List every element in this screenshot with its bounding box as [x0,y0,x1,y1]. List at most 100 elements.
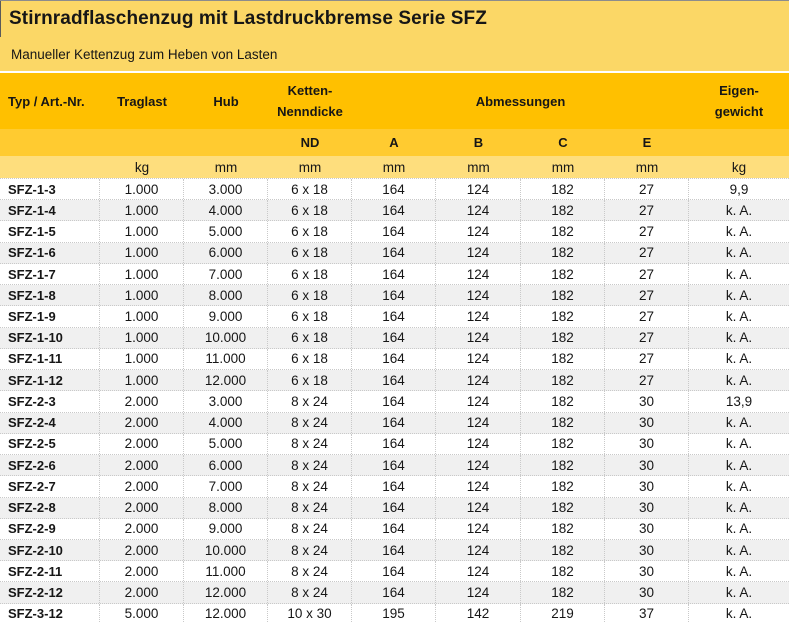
table-row: SFZ-2-4 2.000 4.000 8 x 24 164 124 182 30 k. A. [0,412,789,434]
unit-hub: mm [214,159,238,175]
row-value: 182 [521,306,605,327]
row-value: 164 [352,412,436,433]
row-value: 30 [605,582,689,603]
row-value: 10.000 [184,327,268,348]
subheader-spacer [689,129,789,156]
row-value: 164 [352,561,436,582]
row-value: 164 [352,476,436,497]
row-type-label: SFZ-2-11 [0,561,100,582]
row-value: k. A. [725,521,753,537]
row-value: 2.000 [100,582,184,603]
row-value: 182 [521,348,605,370]
row-type-label: SFZ-1-9 [0,306,100,327]
row-value: 7.000 [184,476,268,497]
row-value: 1.000 [100,179,184,200]
row-type-label: SFZ-2-9 [0,518,100,539]
page-subtitle: Manueller Kettenzug zum Heben von Lasten [11,46,278,62]
row-value: 4.000 [184,412,268,433]
table-body: SFZ-1-3 1.000 3.000 6 x 18 164 124 182 27 9,9 SFZ… [0,178,789,623]
row-value: 5.000 [100,603,184,623]
row-value: 124 [436,200,521,221]
row-value: 2.000 [100,518,184,539]
row-value: 27 [605,221,689,242]
row-value: 5.000 [184,433,268,455]
row-value: 124 [436,476,521,497]
row-value: 2.000 [100,561,184,582]
row-type-label: SFZ-2-7 [0,476,100,497]
row-type-label: SFZ-2-10 [0,539,100,561]
row-value: 164 [352,200,436,221]
unit-eigengewicht: kg [731,159,747,175]
row-type-label: SFZ-1-5 [0,221,100,242]
header-row-dimensions: ND A B C E [0,129,789,156]
row-value: 1.000 [100,263,184,285]
subheader-b: B [473,135,484,150]
row-value: 164 [352,179,436,200]
row-value: 142 [436,603,521,623]
row-value: 6 x 18 [268,263,352,285]
row-value: k. A. [725,542,753,558]
row-value: 8 x 24 [268,539,352,561]
table-row: SFZ-2-11 2.000 11.000 8 x 24 164 124 182 30 k. A… [0,561,789,583]
row-value: 8 x 24 [268,391,352,412]
row-value: 6 x 18 [268,327,352,348]
row-value: 5.000 [184,221,268,242]
table-row: SFZ-1-12 1.000 12.000 6 x 18 164 124 182 27 k. A… [0,370,789,392]
row-value: 6 x 18 [268,200,352,221]
unit-traglast: kg [134,159,150,175]
row-value: 164 [352,327,436,348]
row-value: 124 [436,433,521,455]
row-value: 164 [352,539,436,561]
table-row: SFZ-2-9 2.000 9.000 8 x 24 164 124 182 30 k. A. [0,518,789,540]
row-value: 6 x 18 [268,221,352,242]
table-row: SFZ-2-10 2.000 10.000 8 x 24 164 124 182 30 k. A… [0,539,789,562]
row-value: 124 [436,242,521,263]
row-value: 1.000 [100,221,184,242]
row-value: 8 x 24 [268,433,352,455]
row-value: 124 [436,306,521,327]
row-value: 1.000 [100,327,184,348]
row-value: 1.000 [100,285,184,306]
row-value: 8 x 24 [268,497,352,518]
row-value: k. A. [725,415,753,431]
page-title: Stirnradflaschenzug mit Lastdruckbremse … [0,1,789,37]
col-header-ketten-nenndicke: Ketten- Nenndicke [277,83,343,119]
row-value: 182 [521,327,605,348]
col-header-typ-artnr: Typ / Art.-Nr. [8,93,85,109]
row-value: 27 [605,306,689,327]
row-value: 124 [436,348,521,370]
table-row: SFZ-1-8 1.000 8.000 6 x 18 164 124 182 27 k. A. [0,285,789,307]
row-value: 37 [605,603,689,623]
row-value: k. A. [725,266,753,282]
row-value: 6 x 18 [268,285,352,306]
row-value: 3.000 [184,391,268,412]
table-row: SFZ-2-5 2.000 5.000 8 x 24 164 124 182 30 k. A. [0,433,789,456]
row-value: 11.000 [184,561,268,582]
row-value: 9,9 [729,181,749,197]
table-row: SFZ-1-3 1.000 3.000 6 x 18 164 124 182 27 9,9 [0,179,789,201]
row-value: k. A. [725,330,753,346]
row-value: 6 x 18 [268,306,352,327]
table-row: SFZ-1-6 1.000 6.000 6 x 18 164 124 182 27 k. A. [0,242,789,264]
row-value: 27 [605,370,689,391]
row-value: 8.000 [184,285,268,306]
row-value: 182 [521,455,605,476]
row-type-label: SFZ-1-3 [0,179,100,200]
row-value: 124 [436,412,521,433]
row-value: 182 [521,285,605,306]
unit-nd: mm [298,159,322,175]
row-type-label: SFZ-1-6 [0,242,100,263]
table-row: SFZ-3-12 5.000 12.000 10 x 30 195 142 219 37 k. … [0,603,789,623]
row-value: k. A. [725,457,753,473]
row-value: 13,9 [725,393,753,409]
row-value: 30 [605,561,689,582]
row-value: 182 [521,200,605,221]
row-value: 219 [521,603,605,623]
table-header: Typ / Art.-Nr. Traglast Hub Ketten- Nenn… [0,73,789,178]
row-value: 8 x 24 [268,412,352,433]
row-value: 2.000 [100,391,184,412]
row-value: 164 [352,242,436,263]
row-value: 2.000 [100,433,184,455]
col-header-hub: Hub [213,93,239,109]
